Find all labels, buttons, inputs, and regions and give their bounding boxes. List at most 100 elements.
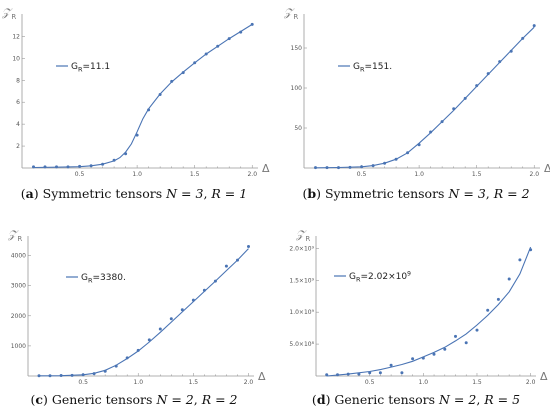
x-tick-label: 1.0: [133, 379, 143, 386]
data-point: [191, 298, 195, 302]
data-point: [378, 371, 382, 375]
y-tick-label: 50: [294, 125, 302, 132]
y-tick-label: 5.0×10⁸: [289, 341, 314, 348]
data-point: [112, 158, 116, 162]
data-point: [180, 308, 184, 312]
data-point: [101, 162, 105, 166]
chart-caption-d: (d) Generic tensors N = 2, R = 5: [311, 392, 521, 407]
data-point: [239, 30, 243, 34]
x-tick-label: 1.5: [472, 171, 482, 178]
y-tick-label: 4: [16, 121, 20, 128]
y-tick-label: 1.5×10⁹: [289, 277, 314, 284]
data-point: [247, 245, 250, 248]
data-point: [411, 357, 415, 361]
fit-curve-line: [326, 246, 532, 377]
data-point: [89, 164, 93, 168]
data-point: [48, 374, 52, 378]
x-tick-label: 2.0: [526, 379, 536, 386]
data-point: [417, 143, 421, 147]
data-point: [81, 373, 85, 377]
caption-eq2: R = 2: [493, 186, 530, 201]
data-point: [429, 130, 433, 134]
data-point: [224, 264, 228, 268]
y-axis-label: 𝒵R: [7, 228, 22, 243]
data-point: [509, 49, 513, 53]
data-point: [452, 107, 456, 111]
data-point: [66, 165, 70, 169]
x-tick-label: 0.5: [78, 379, 88, 386]
caption-eq1: N = 3: [448, 186, 486, 201]
data-point: [78, 164, 82, 168]
data-point: [383, 161, 387, 165]
caption-eq2: R = 1: [211, 186, 248, 201]
y-tick-label: 1.0×10⁹: [289, 309, 314, 316]
caption-text: Generic tensors: [51, 392, 153, 407]
y-axis-label: 𝒵R: [283, 6, 298, 21]
y-axis-label: 𝒵R: [1, 6, 16, 21]
data-point: [454, 334, 457, 338]
fit-curve-line: [315, 26, 535, 169]
fit-curve-line: [38, 248, 249, 377]
y-tick-label: 6: [16, 99, 20, 106]
x-axis-label: Δ: [540, 370, 548, 383]
chart-caption-a: (a) Symmetric tensors N = 3, R = 1: [20, 186, 248, 201]
data-point: [136, 348, 140, 352]
data-point: [250, 22, 254, 26]
caption-eq2: R = 5: [484, 392, 521, 407]
data-point: [440, 120, 444, 124]
chart-caption-b: (b) Symmetric tensors N = 3, R = 2: [302, 186, 530, 201]
caption-text: Symmetric tensors: [42, 186, 163, 201]
data-point: [124, 152, 128, 156]
data-point: [103, 369, 107, 373]
data-point: [532, 24, 536, 28]
data-point: [337, 166, 340, 170]
x-tick-label: 1.0: [414, 171, 424, 178]
x-tick-label: 0.5: [365, 379, 375, 386]
x-tick-label: 2.0: [247, 171, 257, 178]
legend-label: GR=11.1: [71, 62, 110, 74]
data-point: [463, 96, 467, 100]
x-axis-label: Δ: [258, 370, 266, 383]
y-tick-label: 12: [12, 33, 20, 40]
data-point: [521, 36, 525, 40]
data-point: [443, 347, 447, 351]
data-point: [193, 61, 197, 65]
data-point: [213, 279, 217, 283]
y-tick-label: 100: [291, 85, 303, 92]
caption-eq1: N = 2: [156, 392, 194, 407]
data-point: [158, 327, 162, 331]
x-tick-label: 0.5: [357, 171, 367, 178]
chart-plot-d: 0.5 1.0 1.5 2.0 5.0×10⁸ 1.0×10⁹ 1.5×10⁹ 2.0×10⁹…: [289, 228, 548, 386]
data-point: [59, 374, 63, 377]
data-point: [236, 258, 239, 262]
data-point: [507, 277, 511, 281]
data-point: [170, 79, 174, 83]
data-point: [518, 258, 522, 262]
y-tick-label: 150: [291, 45, 303, 52]
data-point: [498, 60, 502, 64]
data-point: [55, 165, 58, 169]
chart-plot-b: 0.5 1.0 1.5 2.0 50 100 150 Δ 𝒵R GR=151.: [283, 6, 550, 178]
data-point: [432, 352, 436, 356]
x-axis-label: Δ: [544, 162, 550, 175]
data-point: [147, 108, 151, 112]
x-tick-label: 1.5: [190, 171, 200, 178]
x-tick-label: 1.0: [132, 171, 142, 178]
data-point: [486, 72, 490, 76]
data-point: [216, 44, 220, 48]
data-point: [475, 328, 479, 332]
chart-caption-c: (c) Generic tensors N = 2, R = 2: [30, 392, 238, 407]
x-tick-label: 2.0: [529, 171, 539, 178]
data-point: [529, 248, 533, 252]
fit-curve-line: [33, 23, 253, 169]
data-point: [475, 84, 479, 88]
y-tick-label: 2.0×10⁹: [289, 245, 314, 252]
caption-eq1: N = 2: [439, 392, 477, 407]
data-point: [348, 165, 352, 169]
data-point: [360, 165, 364, 169]
caption-eq2: R = 2: [201, 392, 238, 407]
caption-text: Symmetric tensors: [324, 186, 445, 201]
data-point: [421, 356, 425, 360]
y-tick-label: 3000: [11, 283, 26, 290]
data-point: [357, 372, 361, 376]
